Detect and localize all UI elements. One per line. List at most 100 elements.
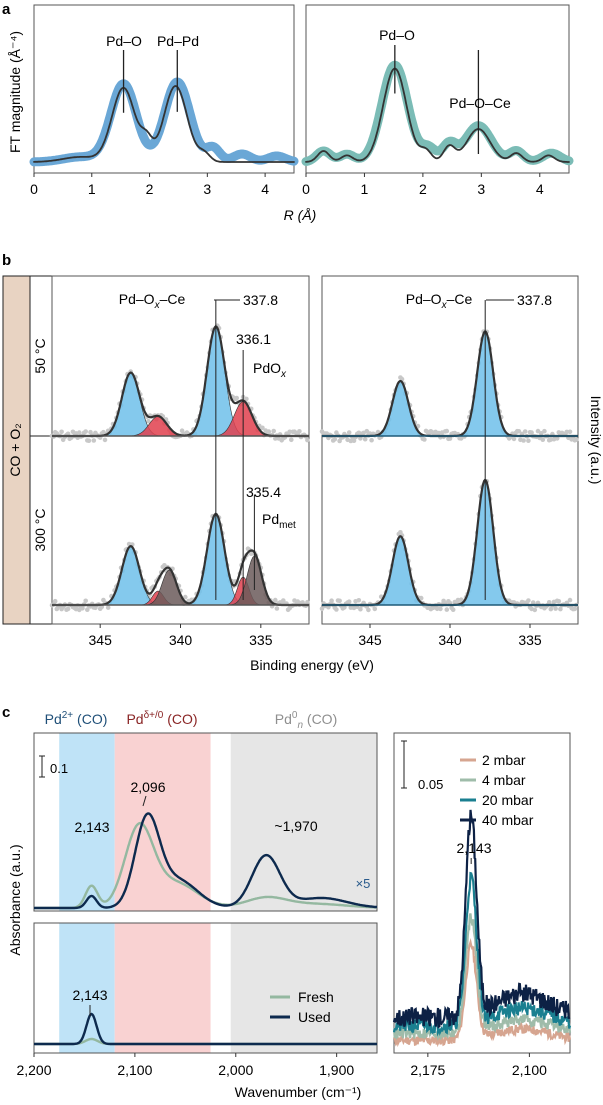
b-data-point	[337, 598, 342, 604]
b-data-point	[260, 425, 265, 431]
panel-b-right: 345 340 335 Pd–Ox–Ce 337.8 Intensity (a.u.…	[319, 275, 603, 648]
c-band-pdd: Pdδ+/0 (CO)	[126, 710, 197, 727]
b-xlabel: Binding energy (eV)	[250, 657, 374, 673]
b-data-point	[558, 606, 563, 612]
b-data-point	[266, 429, 272, 434]
c-band-pd0: Pd0n (CO)	[275, 710, 337, 731]
b-data-point	[372, 606, 378, 612]
b-tick-label: 345	[358, 632, 382, 648]
c-right-legend-label: 20 mbar	[482, 792, 534, 808]
c-ylabel: Absorbance (a.u.)	[7, 844, 23, 955]
b-data-point	[80, 606, 85, 611]
b-left-anno-pdoxce: Pd–Ox–Ce	[119, 291, 186, 311]
b-peak-component	[352, 380, 449, 437]
c-tick-label: 2,000	[218, 1062, 253, 1078]
b-data-point	[183, 594, 188, 600]
b-data-point	[86, 438, 92, 444]
b-data-point	[542, 428, 547, 434]
b-data-point	[438, 606, 443, 612]
b-data-point	[362, 436, 368, 442]
b-envelope	[322, 478, 578, 607]
b-tick-label: 340	[438, 632, 462, 648]
a-tick-label: 0	[302, 181, 310, 197]
b-data-point	[511, 436, 517, 442]
a-left-anno-pd-pd: Pd–Pd	[157, 33, 199, 49]
b-right-anno-3378: 337.8	[517, 292, 552, 308]
panel-label-a: a	[2, 1, 11, 18]
b-data-point	[358, 606, 363, 612]
b-data-point	[356, 598, 362, 603]
a-series-fit	[301, 60, 574, 166]
c-right-series-40-mbar	[392, 809, 571, 1029]
a-tick-label: 2	[419, 181, 427, 197]
c-right-tick-label: 2,100	[512, 1062, 547, 1078]
b-left-anno-pdox: PdOx	[253, 360, 287, 380]
b-data-point	[574, 437, 579, 443]
b-data-point	[83, 429, 88, 434]
c-top-series-Used	[34, 812, 378, 910]
b-data-point	[83, 598, 88, 604]
b-data-point	[77, 430, 82, 435]
panel-c-main: 2,200 2,100 2,000 1,900 Pd2+ (CO) Pdδ+/0 (C…	[7, 710, 378, 1078]
b-data-point	[434, 606, 440, 612]
a-series-data	[305, 67, 570, 163]
b-envelope	[322, 330, 578, 438]
c-tick-label: 1,900	[319, 1062, 354, 1078]
a-tick-label: 2	[146, 181, 154, 197]
b-right-ylabel: Intensity (a.u.)	[588, 396, 603, 485]
b-data-point	[418, 595, 424, 601]
b-left-anno-pdmet: Pdmet	[262, 511, 296, 531]
b-data-point	[554, 436, 560, 441]
a-tick-label: 4	[536, 181, 544, 197]
b-data-point	[548, 606, 554, 612]
b-data-point	[540, 437, 546, 443]
a-tick-label: 0	[30, 181, 38, 197]
b-data-point	[329, 598, 334, 603]
b-data-point	[102, 437, 108, 443]
b-data-point	[334, 607, 339, 612]
b-data-point	[52, 598, 58, 604]
c-scalebar-label: 0.1	[50, 761, 68, 776]
b-data-point	[444, 607, 450, 612]
panel-label-b: b	[2, 252, 11, 269]
b-data-point	[447, 436, 453, 441]
b-data-point	[567, 597, 573, 603]
a-series-fit	[29, 77, 299, 167]
b-data-point	[535, 428, 541, 434]
b-data-point	[532, 607, 538, 613]
c-right-series-20-mbar	[392, 871, 572, 1037]
b-data-point	[567, 429, 573, 435]
c-anno-2096: 2,096	[130, 779, 165, 795]
b-data-point	[364, 428, 370, 434]
b-data-point	[146, 418, 151, 424]
b-data-point	[529, 430, 534, 435]
b-data-point	[59, 429, 64, 435]
c-band-pd2: Pd2+ (CO)	[45, 710, 108, 727]
b-data-point	[516, 429, 522, 434]
panel-c-right: 2,175 2,100 0.05 2 mbar 4 mbar 20 mbar 40 mb…	[392, 732, 572, 1078]
b-data-point	[342, 605, 347, 610]
b-data-point	[358, 436, 363, 441]
panel-label-c: c	[2, 704, 10, 721]
c-anno-1970: ~1,970	[274, 818, 317, 834]
b-right-anno-pdoxce: Pd–Ox–Ce	[406, 291, 473, 311]
c-band-bottom	[230, 923, 377, 1053]
b-temp-300: 300 °C	[32, 509, 48, 552]
c-right-legend-label: 2 mbar	[482, 752, 526, 768]
c-right-anno-2143: 2,143	[456, 840, 491, 856]
b-data-point	[351, 438, 357, 444]
b-data-point	[346, 599, 352, 604]
b-data-point	[271, 428, 277, 434]
c-right-tick-label: 2,175	[410, 1062, 445, 1078]
b-left-anno-3354: 335.4	[246, 484, 281, 500]
b-data-point	[366, 607, 371, 613]
b-data-point	[553, 606, 558, 611]
panel-a-left: FT magnitude (Å⁻⁴) Pd–O Pd–Pd 0 1 2 3 4	[7, 4, 299, 197]
b-data-point	[244, 396, 249, 402]
a-series-data	[33, 85, 295, 163]
a-tick-label: 4	[261, 181, 269, 197]
b-tick-label: 335	[518, 632, 542, 648]
c-right-scalebar-label: 0.05	[418, 777, 443, 792]
b-left-anno-3361: 336.1	[236, 331, 271, 347]
c-right-legend-label: 4 mbar	[482, 772, 526, 788]
